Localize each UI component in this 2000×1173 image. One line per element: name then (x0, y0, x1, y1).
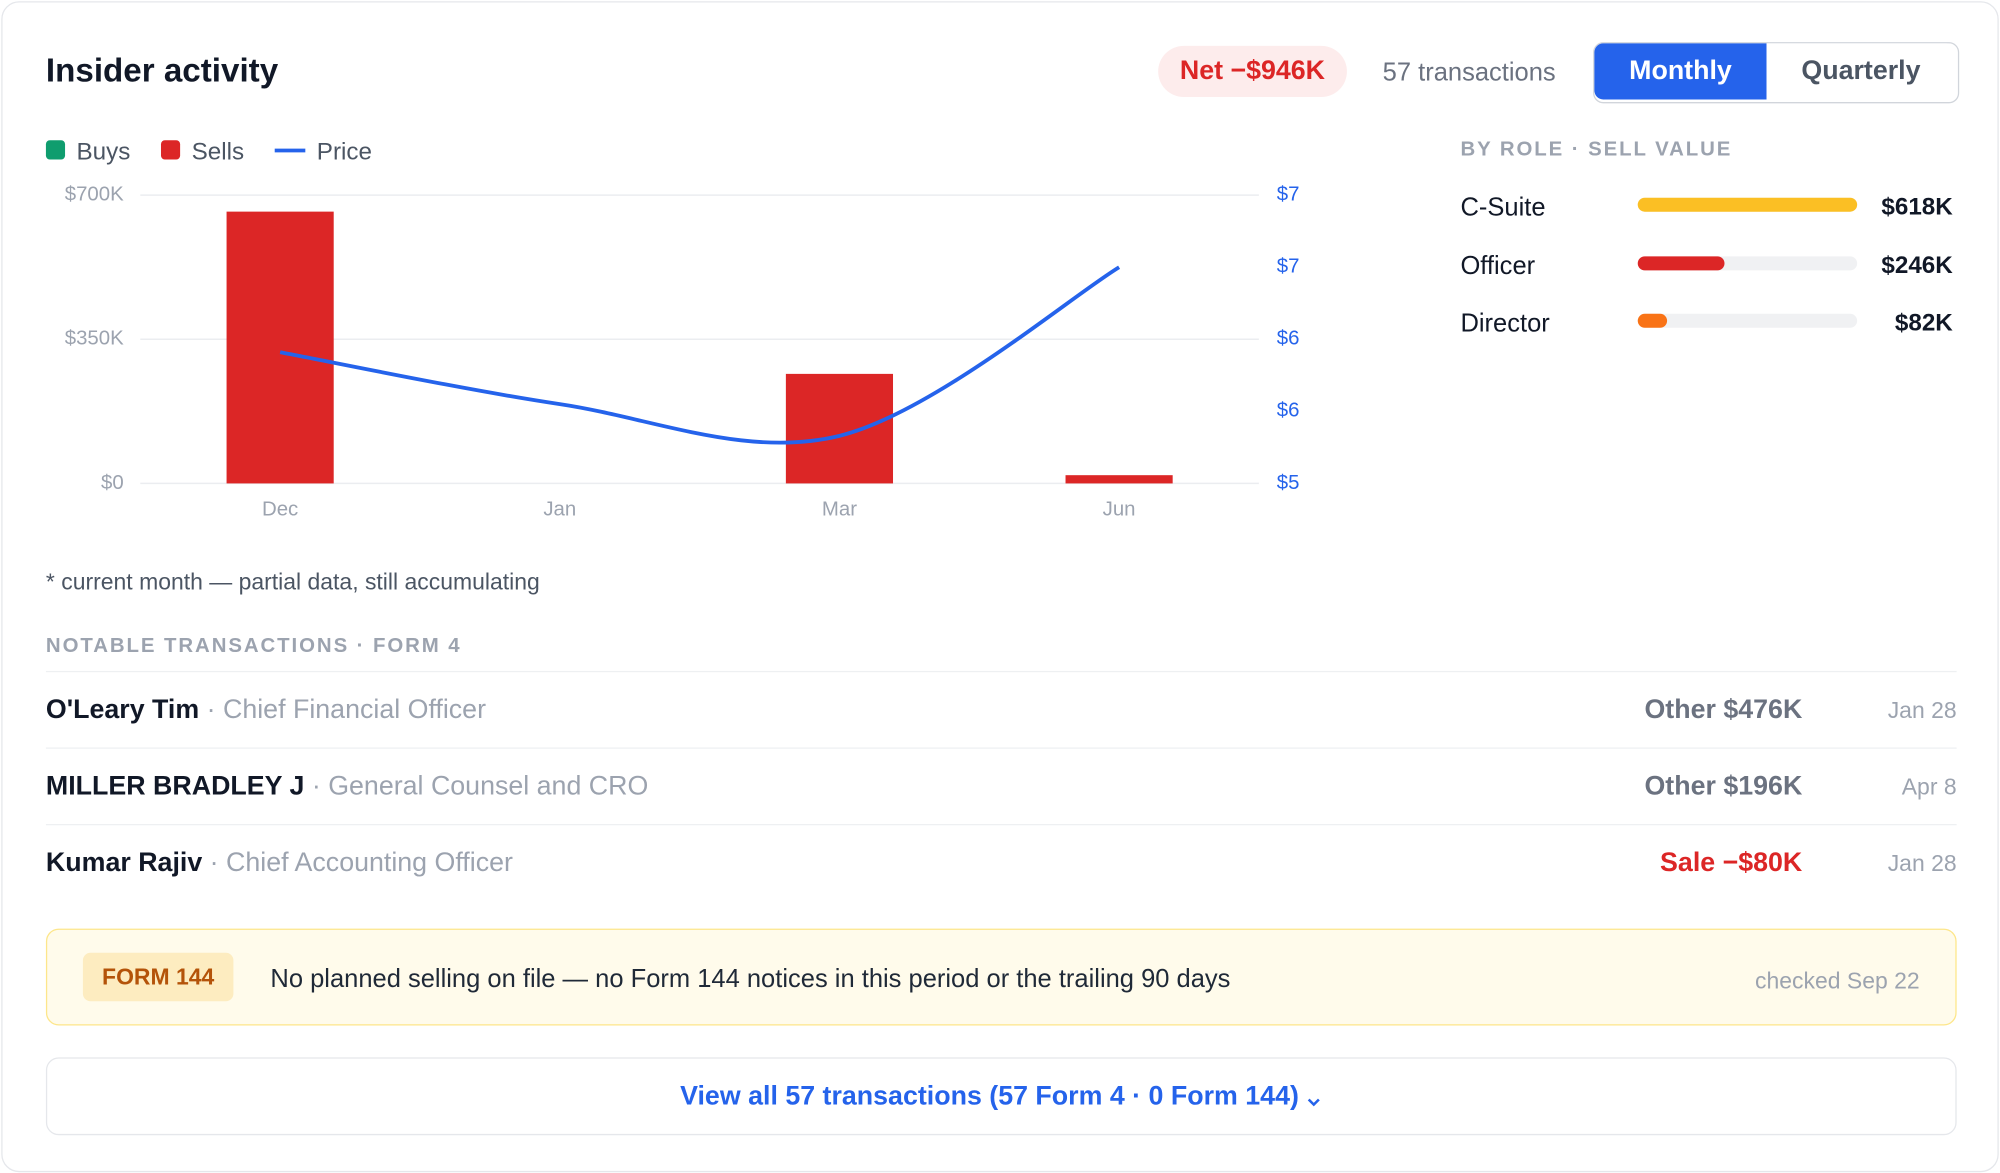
x-tick-label: Mar (822, 499, 857, 521)
tab-group (1593, 42, 1960, 104)
form144-text: No planned selling on file — no Form 144… (270, 965, 1231, 994)
view-all-link[interactable]: View all 57 transactions (57 Form 4 · 0 … (680, 1081, 1299, 1111)
role-track (1637, 255, 1858, 270)
transaction-amount: Other $196K (1644, 771, 1803, 802)
role-label: C-Suite (1460, 193, 1546, 222)
transaction-row: O'Leary Tim · Chief Financial Officer Oth… (45, 670, 1957, 749)
tab-quarterly[interactable]: Quarterly (1766, 43, 1956, 100)
y-tick-label: $700K (65, 184, 124, 206)
role-bar (1637, 255, 1726, 270)
form144-banner: FORM 144 No planned selling on file — no… (45, 928, 1957, 1026)
bar (226, 211, 334, 484)
transaction-person: O'Leary Tim · Chief Financial Officer (46, 672, 486, 749)
x-tick-label: Dec (262, 499, 298, 521)
person-name: O'Leary Tim (45, 695, 200, 725)
role-value: $618K (1881, 193, 1953, 221)
y-tick-label: $0 (101, 472, 124, 494)
transaction-amount: Sale −$80K (1660, 848, 1803, 878)
y2-tick-label: $6 (1277, 328, 1300, 350)
transaction-date: Jan 28 (1887, 697, 1957, 724)
chevron-icon (1307, 1098, 1320, 1107)
transaction-date: Apr 8 (1901, 774, 1957, 800)
net-badge: Net −$946K (1158, 45, 1347, 97)
role-track (1637, 313, 1858, 328)
y-tick-label: $350K (65, 328, 124, 350)
person-role: · General Counsel and CRO (311, 771, 649, 802)
role-value: $82K (1894, 309, 1953, 337)
role-value: $246K (1881, 251, 1953, 279)
role-bar (1637, 313, 1667, 328)
legend-label: Buys (77, 138, 131, 165)
transaction-row: MILLER BRADLEY J · General Counsel and C… (45, 747, 1957, 826)
form144-badge: FORM 144 (82, 952, 234, 1002)
x-tick-label: Jan (543, 499, 576, 521)
x-tick-label: Jun (1103, 499, 1136, 521)
y2-tick-label: $6 (1277, 400, 1300, 422)
legend-swatch (160, 140, 181, 160)
y2-tick-label: $7 (1277, 184, 1300, 206)
person-name: Kumar Rajiv (45, 848, 203, 878)
y2-tick-label: $7 (1277, 256, 1300, 278)
role-label: Officer (1460, 251, 1536, 280)
y2-tick-label: $5 (1277, 472, 1300, 494)
role-track (1637, 197, 1858, 212)
transaction-count: 57 transactions (1382, 58, 1556, 87)
legend-label: Price (317, 138, 372, 165)
notable-title: NOTABLE TRANSACTIONS · FORM 4 (45, 635, 462, 657)
transaction-person: MILLER BRADLEY J · General Counsel and C… (46, 749, 648, 826)
tab-monthly[interactable]: Monthly (1594, 43, 1767, 100)
role-label: Director (1460, 309, 1550, 339)
bar (1065, 475, 1173, 484)
price-line (279, 265, 1121, 445)
chart: $0 $350K $700K $5 $6 $6 $7 $7 Dec Jan Mar Jun Buys Se… (45, 138, 1300, 521)
transaction-date: Jan 28 (1887, 850, 1957, 877)
footnote: * current month — partial data, still ac… (45, 568, 540, 595)
transaction-person: Kumar Rajiv · Chief Accounting Officer (46, 825, 513, 902)
legend-swatch (45, 140, 66, 160)
legend-item: Price (274, 138, 372, 165)
legend-label: Sells (192, 138, 245, 165)
legend-item: Sells (160, 138, 245, 165)
card-title: Insider activity (45, 51, 279, 90)
view-all-button[interactable]: View all 57 transactions (57 Form 4 · 0 … (45, 1057, 1957, 1136)
role-title: BY ROLE · SELL VALUE (1460, 139, 1733, 161)
form144-checked: checked Sep 22 (1754, 968, 1920, 994)
legend-item: Buys (45, 138, 131, 165)
transaction-row: Kumar Rajiv · Chief Accounting Officer Sa… (45, 823, 1957, 902)
bar (785, 373, 894, 484)
role-bar (1637, 197, 1858, 212)
person-role: · Chief Accounting Officer (209, 848, 513, 878)
transaction-amount: Other $476K (1644, 695, 1803, 725)
person-name: MILLER BRADLEY J (45, 771, 305, 802)
person-role: · Chief Financial Officer (206, 695, 487, 725)
